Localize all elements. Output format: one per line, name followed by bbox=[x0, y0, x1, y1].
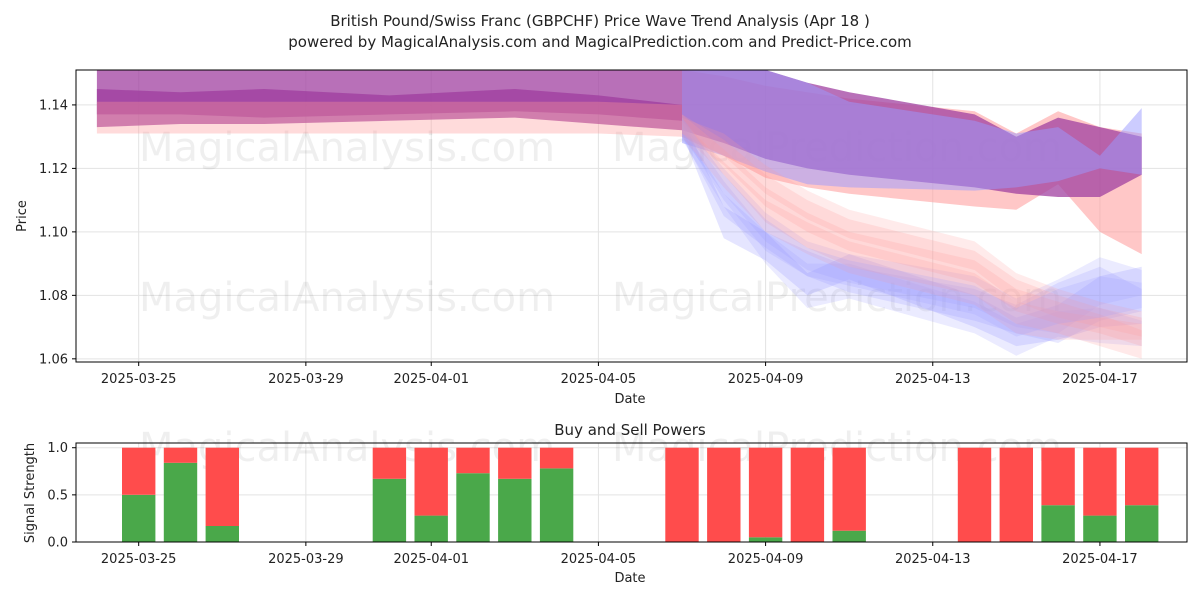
buy-bar bbox=[163, 462, 198, 542]
buy-bar bbox=[372, 478, 407, 542]
price-band-blue bbox=[682, 124, 1142, 343]
price-y-tick-label: 1.12 bbox=[39, 162, 68, 177]
signal-y-ticks: 0.0 0.5 1.0 bbox=[47, 441, 76, 551]
sell-bar bbox=[539, 447, 574, 469]
price-band-blue bbox=[682, 120, 1142, 356]
buy-bar bbox=[832, 530, 866, 542]
sell-bar bbox=[748, 447, 783, 538]
sell-bar bbox=[999, 447, 1033, 542]
price-plot-frame bbox=[75, 69, 1188, 363]
sell-bar bbox=[957, 447, 992, 542]
price-y-tick-label: 1.14 bbox=[39, 98, 68, 113]
price-x-ticks: 2025-03-25 2025-03-29 2025-04-01 2025-04-05… bbox=[101, 362, 1138, 387]
price-band-red bbox=[96, 101, 682, 137]
buy-bar bbox=[205, 526, 239, 542]
buy-bar bbox=[1083, 515, 1117, 542]
sell-bar bbox=[498, 447, 532, 479]
price-band-blue bbox=[682, 70, 1142, 191]
buy-bar bbox=[539, 468, 574, 542]
price-x-tick-label: 2025-04-17 bbox=[1062, 372, 1138, 387]
signal-bars bbox=[122, 447, 1159, 542]
price-x-axis-label: Date bbox=[614, 392, 645, 407]
signal-x-axis-label: Date bbox=[614, 571, 645, 586]
signal-y-axis-label: Signal Strength bbox=[23, 443, 38, 543]
sell-bar bbox=[163, 447, 198, 463]
signal-y-tick-label: 0.0 bbox=[47, 536, 68, 551]
price-band-red bbox=[682, 117, 1142, 337]
price-x-tick-label: 2025-04-09 bbox=[728, 372, 804, 387]
watermark-analysis-top: MagicalAnalysis.com bbox=[139, 125, 555, 171]
sell-bar bbox=[832, 447, 866, 531]
buy-bar bbox=[748, 537, 783, 542]
price-x-tick-label: 2025-04-05 bbox=[561, 372, 637, 387]
buy-bar bbox=[456, 473, 490, 542]
buy-bar bbox=[498, 478, 532, 542]
price-band-blue bbox=[682, 117, 1142, 337]
price-x-tick-label: 2025-04-13 bbox=[895, 372, 971, 387]
price-band-blue bbox=[682, 117, 1142, 347]
signal-title: Buy and Sell Powers bbox=[554, 421, 706, 439]
price-band-blue bbox=[682, 117, 1142, 334]
price-x-tick-label: 2025-03-29 bbox=[268, 372, 344, 387]
signal-y-tick-label: 1.0 bbox=[47, 441, 68, 456]
watermark-analysis-bottom: MagicalAnalysis.com bbox=[139, 425, 555, 471]
price-y-ticks: 1.06 1.08 1.10 1.12 1.14 bbox=[39, 98, 76, 367]
signal-y-tick-label: 0.5 bbox=[47, 488, 68, 503]
price-band-red bbox=[682, 114, 1142, 347]
price-y-tick-label: 1.06 bbox=[39, 352, 68, 367]
price-band-red bbox=[682, 120, 1142, 340]
signal-plot-frame bbox=[75, 442, 1188, 543]
price-y-tick-label: 1.10 bbox=[39, 225, 68, 240]
sell-bar bbox=[414, 447, 448, 516]
buy-bar bbox=[1125, 505, 1159, 542]
sell-bar bbox=[456, 447, 490, 474]
signal-x-ticks: 2025-03-25 2025-03-29 2025-04-01 2025-04-05… bbox=[101, 542, 1138, 567]
signal-x-tick-label: 2025-04-01 bbox=[393, 552, 469, 567]
chart-subtitle: powered by MagicalAnalysis.com and Magic… bbox=[288, 33, 912, 51]
price-x-tick-label: 2025-04-01 bbox=[393, 372, 469, 387]
price-x-tick-label: 2025-03-25 bbox=[101, 372, 177, 387]
sell-bar bbox=[707, 447, 741, 542]
price-y-axis-label: Price bbox=[15, 200, 30, 232]
price-band-red bbox=[682, 114, 1142, 359]
signal-x-tick-label: 2025-04-13 bbox=[895, 552, 971, 567]
sell-bar bbox=[1083, 447, 1117, 516]
sell-bar bbox=[122, 447, 156, 495]
sell-bar bbox=[790, 447, 825, 542]
watermark-prediction-mid: MagicalPrediction.com bbox=[612, 275, 1062, 321]
signal-x-tick-label: 2025-03-29 bbox=[268, 552, 344, 567]
watermark-analysis-mid: MagicalAnalysis.com bbox=[139, 275, 555, 321]
price-band-purple bbox=[96, 89, 682, 121]
price-y-tick-label: 1.08 bbox=[39, 289, 68, 304]
sell-bar bbox=[372, 447, 407, 479]
price-bands bbox=[96, 70, 1142, 359]
sell-bar bbox=[205, 447, 239, 526]
sell-bar bbox=[665, 447, 699, 542]
signal-x-tick-label: 2025-03-25 bbox=[101, 552, 177, 567]
signal-panel: Buy and Sell Powers MagicalAnalysis.com … bbox=[23, 421, 1188, 586]
signal-x-tick-label: 2025-04-05 bbox=[561, 552, 637, 567]
buy-bar bbox=[122, 494, 156, 542]
sell-bar bbox=[1041, 447, 1075, 506]
signal-x-tick-label: 2025-04-09 bbox=[728, 552, 804, 567]
buy-bar bbox=[1041, 505, 1075, 542]
signal-x-tick-label: 2025-04-17 bbox=[1062, 552, 1138, 567]
price-wave-panel: MagicalAnalysis.com MagicalPrediction.co… bbox=[15, 69, 1188, 407]
sell-bar bbox=[1125, 447, 1159, 506]
chart-title: British Pound/Swiss Franc (GBPCHF) Price… bbox=[330, 12, 870, 30]
buy-bar bbox=[414, 515, 448, 542]
